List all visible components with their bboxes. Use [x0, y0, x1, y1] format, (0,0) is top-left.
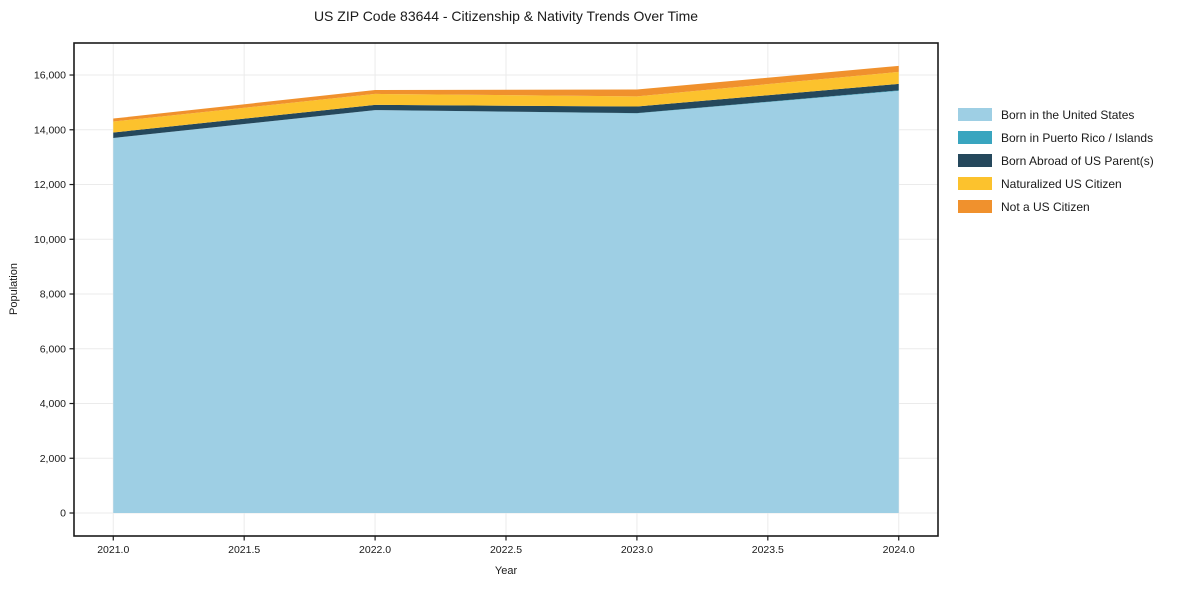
legend-swatch-born-in-us: [958, 108, 992, 121]
y-axis-label: Population: [8, 263, 20, 315]
area-series-3: [113, 71, 899, 133]
x-tick-label: 2023.5: [752, 544, 784, 556]
legend-label: Not a US Citizen: [1001, 199, 1090, 214]
y-tick-label: 0: [60, 508, 66, 520]
legend-label: Born in the United States: [1001, 107, 1135, 122]
legend-item-not-citizen: Not a US Citizen: [958, 199, 1154, 214]
legend-item-born-in-us: Born in the United States: [958, 107, 1154, 122]
x-tick-label: 2023.0: [621, 544, 653, 556]
x-axis-label: Year: [494, 565, 518, 577]
area-series-2: [113, 83, 899, 138]
x-tick-label: 2021.0: [97, 544, 129, 556]
y-tick-label: 14,000: [34, 124, 66, 136]
y-tick-label: 12,000: [34, 179, 66, 191]
y-tick-label: 16,000: [34, 70, 66, 82]
y-tick-label: 2,000: [40, 453, 66, 465]
legend-swatch-naturalized: [958, 177, 992, 190]
area-series-4: [113, 65, 899, 122]
y-tick-label: 10,000: [34, 234, 66, 246]
x-tick-label: 2024.0: [883, 544, 915, 556]
y-tick-label: 8,000: [40, 289, 66, 301]
area-series-0: [113, 90, 899, 514]
y-tick-label: 4,000: [40, 398, 66, 410]
x-tick-label: 2022.5: [490, 544, 522, 556]
legend-swatch-born-abroad: [958, 154, 992, 167]
legend-item-born-abroad: Born Abroad of US Parent(s): [958, 153, 1154, 168]
chart-title: US ZIP Code 83644 - Citizenship & Nativi…: [313, 8, 699, 24]
legend: Born in the United States Born in Puerto…: [958, 107, 1154, 214]
legend-label: Born Abroad of US Parent(s): [1001, 153, 1154, 168]
legend-swatch-not-citizen: [958, 200, 992, 213]
legend-label: Naturalized US Citizen: [1001, 176, 1122, 191]
legend-item-naturalized: Naturalized US Citizen: [958, 176, 1154, 191]
y-tick-label: 6,000: [40, 343, 66, 355]
x-tick-label: 2022.0: [359, 544, 391, 556]
x-tick-label: 2021.5: [228, 544, 260, 556]
legend-item-puerto-rico: Born in Puerto Rico / Islands: [958, 130, 1154, 145]
legend-label: Born in Puerto Rico / Islands: [1001, 130, 1154, 145]
legend-swatch-puerto-rico: [958, 131, 992, 144]
